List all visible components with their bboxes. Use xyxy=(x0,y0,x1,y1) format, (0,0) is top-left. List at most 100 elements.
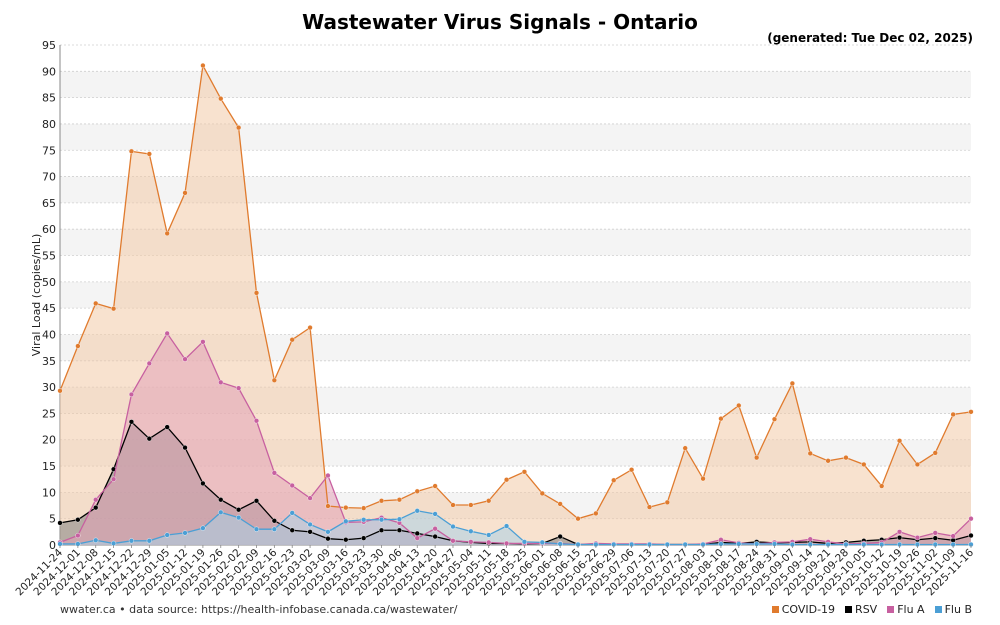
data-point-flu-b xyxy=(182,530,188,536)
data-point-flu-b xyxy=(289,510,295,516)
data-point-flu-a xyxy=(146,360,152,367)
data-point-flu-a xyxy=(432,526,438,532)
data-source-note: wwater.ca • data source: https://health-… xyxy=(60,603,458,616)
legend-item: COVID-19 xyxy=(771,603,835,616)
data-point-flu-b xyxy=(253,526,260,532)
legend-label: Flu A xyxy=(897,603,925,616)
data-point-flu-b xyxy=(468,528,474,534)
data-point-covid-19 xyxy=(307,325,313,331)
data-point-covid-19 xyxy=(57,388,63,394)
data-point-covid-19 xyxy=(575,516,581,522)
data-point-covid-19 xyxy=(754,455,760,461)
y-tick-label: 30 xyxy=(42,381,56,394)
data-point-flu-a xyxy=(128,391,135,398)
data-point-flu-b xyxy=(521,539,528,545)
y-tick-label: 45 xyxy=(42,302,56,315)
data-point-rsv xyxy=(182,445,188,451)
data-point-rsv xyxy=(307,529,313,535)
data-point-flu-a xyxy=(289,482,295,489)
y-tick-label: 90 xyxy=(42,65,56,78)
data-point-covid-19 xyxy=(253,290,260,296)
data-point-flu-a xyxy=(307,495,313,501)
data-point-flu-a xyxy=(182,356,188,362)
data-point-rsv xyxy=(128,419,135,425)
data-point-covid-19 xyxy=(93,300,99,307)
data-point-covid-19 xyxy=(164,230,170,237)
data-point-flu-a xyxy=(253,418,260,424)
data-point-flu-b xyxy=(378,517,385,523)
data-point-covid-19 xyxy=(75,343,81,349)
legend-swatch xyxy=(771,606,779,613)
y-tick-label: 0 xyxy=(49,539,56,552)
data-point-covid-19 xyxy=(950,411,956,418)
data-point-flu-a xyxy=(950,533,956,539)
data-point-flu-b xyxy=(325,529,331,535)
data-point-flu-a xyxy=(110,476,117,482)
data-point-flu-b xyxy=(218,509,224,515)
data-point-flu-b xyxy=(450,523,456,530)
data-point-covid-19 xyxy=(236,125,242,131)
data-point-flu-b xyxy=(93,537,99,543)
data-point-covid-19 xyxy=(771,416,778,422)
data-point-flu-a xyxy=(93,497,99,503)
area-flu-b xyxy=(60,510,971,545)
data-point-flu-b xyxy=(396,516,402,522)
data-point-rsv xyxy=(968,532,974,539)
data-point-rsv xyxy=(396,527,402,533)
data-point-rsv xyxy=(236,507,242,513)
data-point-covid-19 xyxy=(843,455,849,461)
y-tick-label: 60 xyxy=(42,223,56,236)
data-point-flu-a xyxy=(414,535,420,541)
y-axis-label: Viral Load (copies/mL) xyxy=(30,234,43,357)
data-point-covid-19 xyxy=(110,306,117,312)
y-tick-label: 80 xyxy=(42,118,56,131)
data-point-flu-a xyxy=(325,472,331,479)
data-point-rsv xyxy=(93,505,99,511)
data-point-covid-19 xyxy=(664,499,670,505)
data-point-rsv xyxy=(932,535,938,541)
data-point-rsv xyxy=(271,518,277,524)
data-point-rsv xyxy=(164,424,170,430)
data-point-covid-19 xyxy=(807,450,813,457)
data-point-flu-a xyxy=(271,470,277,476)
data-point-flu-a xyxy=(896,529,903,535)
data-point-rsv xyxy=(361,535,367,541)
data-point-covid-19 xyxy=(271,377,277,383)
data-point-flu-a xyxy=(450,538,456,544)
series-line-covid-19 xyxy=(59,63,972,520)
data-point-flu-a xyxy=(75,532,81,539)
data-point-covid-19 xyxy=(896,438,903,444)
data-point-flu-b xyxy=(128,538,135,544)
data-point-covid-19 xyxy=(629,467,635,473)
data-point-covid-19 xyxy=(700,476,706,482)
data-point-flu-a xyxy=(164,330,170,337)
data-point-covid-19 xyxy=(521,469,528,475)
data-point-covid-19 xyxy=(289,337,295,343)
y-tick-label: 95 xyxy=(42,39,56,52)
data-point-covid-19 xyxy=(450,502,456,508)
data-point-covid-19 xyxy=(200,62,206,69)
data-point-rsv xyxy=(432,533,438,540)
area-covid-19 xyxy=(60,65,971,546)
data-point-covid-19 xyxy=(182,190,188,196)
data-point-covid-19 xyxy=(789,380,795,387)
data-point-covid-19 xyxy=(718,416,724,422)
data-point-rsv xyxy=(557,533,563,540)
legend-item: Flu A xyxy=(887,603,925,616)
y-tick-label: 25 xyxy=(42,407,56,420)
data-point-covid-19 xyxy=(593,510,599,517)
data-point-flu-b xyxy=(432,511,438,517)
y-tick-label: 75 xyxy=(42,144,56,157)
data-point-rsv xyxy=(414,530,420,537)
data-point-flu-a xyxy=(200,339,206,345)
data-point-rsv xyxy=(325,536,331,542)
data-point-covid-19 xyxy=(879,483,885,489)
data-point-rsv xyxy=(289,527,295,533)
y-tick-label: 40 xyxy=(42,328,56,341)
area-flu-a xyxy=(60,333,971,545)
data-point-flu-b xyxy=(343,518,349,524)
data-point-covid-19 xyxy=(825,458,831,464)
legend-item: Flu B xyxy=(934,603,972,616)
data-point-covid-19 xyxy=(325,503,331,509)
data-point-flu-b xyxy=(236,515,242,521)
